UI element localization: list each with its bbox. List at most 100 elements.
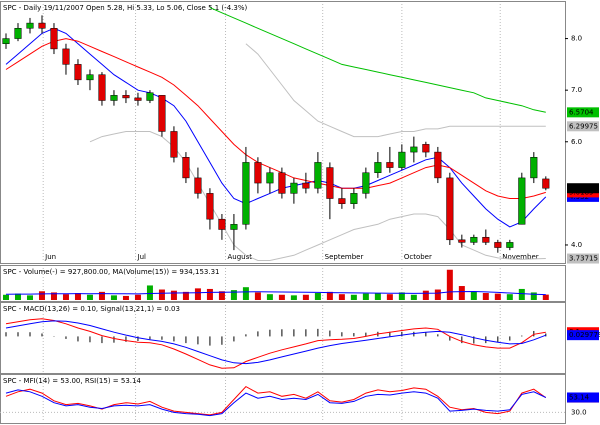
candle-body: [458, 239, 466, 243]
candle-body: [302, 182, 310, 189]
volume-bar: [62, 294, 69, 300]
last-value-label: 0.029779: [569, 331, 600, 339]
volume-bar: [122, 295, 129, 300]
panel-title: SPC - MFI(14) = 53.00, RSI(15) = 53.14: [3, 377, 141, 385]
last-value-label: 53.14: [569, 393, 590, 401]
candle-body: [446, 177, 454, 241]
candle-body: [506, 242, 514, 248]
candle-body: [254, 162, 262, 184]
candle-body: [146, 92, 154, 101]
volume-bar: [26, 295, 33, 300]
candle-body: [26, 22, 34, 29]
volume-bar: [518, 288, 525, 300]
volume-bar: [2, 294, 9, 300]
candle-body: [110, 95, 118, 101]
indicator-line: [5, 389, 547, 417]
y-tick-label: 8.0: [571, 35, 582, 43]
overlay-line: [245, 43, 546, 138]
last-value-label: 6.5704: [569, 108, 594, 116]
volume-bar: [446, 269, 453, 300]
candle-body: [2, 38, 10, 44]
volume-bar: [314, 293, 321, 300]
volume-bar: [134, 294, 141, 300]
last-value-box: [567, 253, 599, 264]
volume-bar: [182, 291, 189, 300]
candle-body: [50, 28, 58, 50]
volume-bar: [386, 294, 393, 300]
panel-title: SPC - MACD(13,26) = 0.10, Signal(13,21,1…: [3, 305, 180, 313]
candle-body: [494, 242, 502, 248]
overlay-line: [5, 27, 547, 228]
volume-bar: [206, 288, 213, 300]
candle-body: [266, 172, 274, 184]
candle-body: [314, 162, 322, 189]
candle-body: [170, 131, 178, 158]
candle-body: [242, 162, 250, 225]
volume-bar: [350, 294, 357, 300]
candle-body: [218, 218, 226, 230]
candle-body: [14, 28, 22, 39]
panel-frame: [0, 374, 566, 424]
volume-bar: [38, 291, 45, 300]
volume-bar: [530, 292, 537, 300]
volume-bar: [218, 291, 225, 300]
candle-body: [230, 224, 238, 230]
volume-bar: [146, 285, 153, 300]
candle-body: [326, 167, 334, 199]
candle-body: [182, 157, 190, 179]
macd-line: [5, 320, 546, 365]
overlay-line: [89, 131, 546, 261]
candle-body: [290, 182, 298, 194]
volume-bar: [194, 288, 201, 300]
volume-bar: [110, 295, 117, 300]
panel-frame: [0, 265, 566, 302]
candle-body: [158, 95, 166, 132]
y-tick-label: 7.0: [571, 86, 582, 94]
candle-body: [362, 172, 370, 194]
candle-body: [422, 144, 430, 153]
candle-body: [482, 236, 490, 243]
overlay-line: [209, 7, 546, 113]
candle-body: [194, 177, 202, 194]
volume-bar: [398, 292, 405, 300]
y-tick-label: 4.0: [571, 241, 582, 249]
volume-bar: [86, 294, 93, 300]
candle-body: [470, 236, 478, 243]
last-value-label: 3.73715: [569, 255, 598, 263]
x-tick-label: November: [502, 253, 539, 261]
last-value-box: [567, 121, 599, 132]
y-tick-label: 6.0: [571, 138, 582, 146]
candle-body: [374, 162, 382, 173]
volume-bar: [50, 292, 57, 300]
volume-bar: [14, 293, 21, 300]
last-value-box: [567, 330, 599, 341]
volume-bar: [410, 294, 417, 300]
candle-body: [134, 97, 142, 101]
candle-body: [386, 162, 394, 168]
volume-bar: [254, 292, 261, 300]
last-value-label: 5.1: [569, 184, 580, 192]
candle-body: [62, 48, 70, 65]
candle-body: [398, 151, 406, 168]
candle-body: [278, 172, 286, 194]
candle-body: [350, 193, 358, 204]
candle-body: [410, 146, 418, 153]
last-value-box: [567, 183, 599, 194]
volume-bar: [326, 291, 333, 300]
panel-frame: [0, 302, 566, 374]
volume-bar: [302, 294, 309, 300]
volume-bar: [338, 294, 345, 300]
last-value-label: 6.29975: [569, 122, 598, 130]
volume-bar: [242, 287, 249, 300]
volume-bar: [278, 294, 285, 300]
volume-ma-line: [5, 290, 546, 296]
x-tick-label: Jun: [44, 253, 56, 261]
y-tick-label: 30.0: [571, 408, 587, 416]
volume-bar: [482, 293, 489, 300]
macd-line: [5, 318, 546, 369]
candle-body: [518, 177, 526, 225]
indicator-line: [5, 385, 547, 416]
volume-bar: [434, 289, 441, 300]
